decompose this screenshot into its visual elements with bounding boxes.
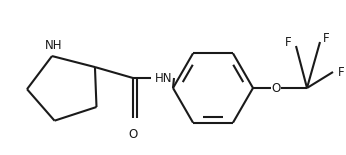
Text: NH: NH (45, 39, 63, 52)
Text: F: F (323, 31, 330, 44)
Text: O: O (128, 128, 138, 141)
Text: HN: HN (155, 71, 173, 84)
Text: F: F (338, 66, 345, 78)
Text: F: F (284, 35, 291, 49)
Text: O: O (271, 82, 281, 95)
